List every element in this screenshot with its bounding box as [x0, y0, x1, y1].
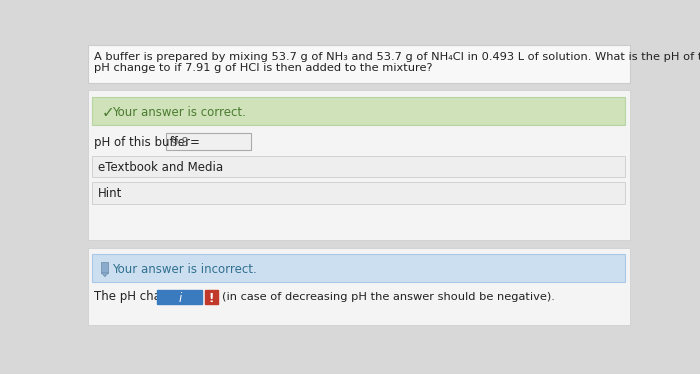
Text: Your answer is correct.: Your answer is correct. [112, 106, 246, 119]
Text: (in case of decreasing pH the answer should be negative).: (in case of decreasing pH the answer sho… [222, 292, 554, 302]
Polygon shape [102, 273, 108, 277]
Text: !: ! [209, 292, 214, 305]
FancyBboxPatch shape [88, 89, 630, 240]
FancyBboxPatch shape [92, 254, 625, 282]
Text: Your answer is incorrect.: Your answer is incorrect. [112, 263, 257, 276]
FancyBboxPatch shape [102, 262, 108, 273]
Text: eTextbook and Media: eTextbook and Media [98, 161, 223, 174]
FancyBboxPatch shape [158, 290, 202, 304]
FancyBboxPatch shape [92, 182, 625, 203]
Text: pH change to if 7.91 g of HCl is then added to the mixture?: pH change to if 7.91 g of HCl is then ad… [94, 63, 432, 73]
FancyBboxPatch shape [205, 290, 218, 304]
FancyBboxPatch shape [166, 133, 251, 150]
Text: pH of this buffer=: pH of this buffer= [94, 136, 200, 149]
FancyBboxPatch shape [92, 156, 625, 177]
FancyBboxPatch shape [88, 248, 630, 325]
FancyBboxPatch shape [88, 45, 630, 83]
Text: 9.8: 9.8 [170, 136, 189, 149]
Text: The pH change =: The pH change = [94, 290, 197, 303]
Text: Hint: Hint [98, 187, 122, 200]
Text: i: i [178, 292, 181, 305]
FancyBboxPatch shape [92, 97, 625, 125]
Text: A buffer is prepared by mixing 53.7 g of NH₃ and 53.7 g of NH₄Cl in 0.493 L of s: A buffer is prepared by mixing 53.7 g of… [94, 52, 700, 62]
Text: ✓: ✓ [102, 105, 114, 120]
